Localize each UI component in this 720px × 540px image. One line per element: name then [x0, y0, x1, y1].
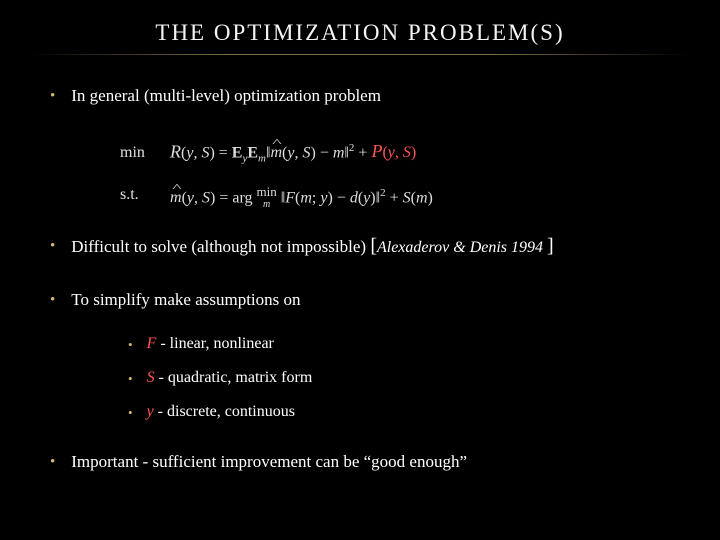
sub-bullet-text: F - linear, nonlinear — [147, 335, 274, 353]
equation-row-2: s.t. m(y, S) = arg minm ‖F(m; y) − d(y)‖… — [120, 178, 670, 213]
bullet-text: In general (multi-level) optimization pr… — [71, 85, 381, 107]
bullet-text: To simplify make assumptions on — [71, 289, 300, 311]
sub-bullet-text: y - discrete, continuous — [147, 403, 295, 421]
bullet-text: Difficult to solve (although not impossi… — [71, 235, 553, 259]
bullet-dot-icon: • — [128, 335, 133, 355]
equation-row-1: min R(y, S) = EyEm‖m(y, S) − m‖2 + P(y, … — [120, 133, 670, 174]
bullet-sub-1: • F - linear, nonlinear — [128, 335, 670, 355]
slide-container: THE OPTIMIZATION PROBLEM(S) • In general… — [0, 0, 720, 540]
bullet-dot-icon: • — [50, 235, 55, 257]
var-y: y — [147, 403, 154, 420]
eq-label-min: min — [120, 138, 170, 168]
sub-text: - quadratic, matrix form — [155, 369, 313, 386]
content-area: • In general (multi-level) optimization … — [30, 85, 690, 473]
sub-bullet-list: • F - linear, nonlinear • S - quadratic,… — [50, 325, 670, 451]
bullet-sub-3: • y - discrete, continuous — [128, 403, 670, 423]
bullet-text-pre: Difficult to solve (although not impossi… — [71, 237, 370, 256]
sub-bullet-text: S - quadratic, matrix form — [147, 369, 313, 387]
reference-citation: Alexaderov & Denis 1994 — [377, 239, 547, 256]
bullet-sub-2: • S - quadratic, matrix form — [128, 369, 670, 389]
slide-title: THE OPTIMIZATION PROBLEM(S) — [30, 20, 690, 46]
bullet-dot-icon: • — [50, 289, 55, 311]
eq-body-2: m(y, S) = arg minm ‖F(m; y) − d(y)‖2 + S… — [170, 178, 433, 213]
eq-body-1: R(y, S) = EyEm‖m(y, S) − m‖2 + P(y, S) — [170, 133, 416, 174]
bullet-main-3: • To simplify make assumptions on — [50, 289, 670, 311]
sub-text: - linear, nonlinear — [156, 335, 274, 352]
bullet-main-2: • Difficult to solve (although not impos… — [50, 235, 670, 259]
bullet-main-4: • Important - sufficient improvement can… — [50, 451, 670, 473]
var-S: S — [147, 369, 155, 386]
bullet-dot-icon: • — [50, 451, 55, 473]
bullet-dot-icon: • — [128, 403, 133, 423]
bullet-dot-icon: • — [50, 85, 55, 107]
bullet-text: Important - sufficient improvement can b… — [71, 451, 467, 473]
var-F: F — [147, 335, 157, 352]
eq-label-st: s.t. — [120, 180, 170, 210]
bullet-main-1: • In general (multi-level) optimization … — [50, 85, 670, 107]
equation-block: min R(y, S) = EyEm‖m(y, S) − m‖2 + P(y, … — [50, 121, 670, 235]
bullet-dot-icon: • — [128, 369, 133, 389]
title-divider — [30, 54, 690, 55]
sub-text: - discrete, continuous — [154, 403, 295, 420]
